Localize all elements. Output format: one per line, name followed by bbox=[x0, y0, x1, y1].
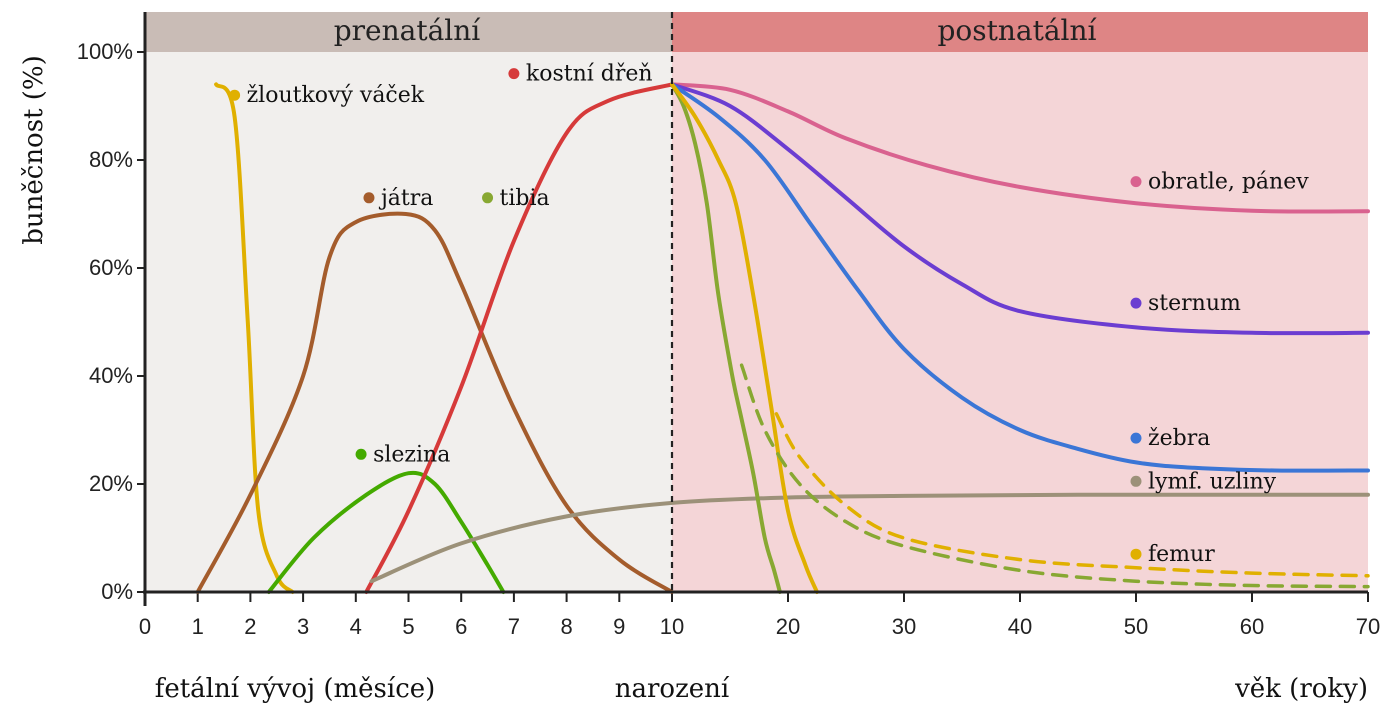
series-label: obratle, pánev bbox=[1148, 170, 1309, 195]
x-tick-label: 6 bbox=[455, 614, 467, 639]
series-line-tibia bbox=[670, 82, 782, 594]
prenatal-background bbox=[145, 52, 672, 592]
y-tick-label: 40% bbox=[89, 363, 133, 388]
y-tick-label: 60% bbox=[89, 255, 133, 280]
y-tick-label: 20% bbox=[89, 471, 133, 496]
x-tick-label: 7 bbox=[508, 614, 520, 639]
x-tick-label: 1 bbox=[192, 614, 204, 639]
series-label-dot bbox=[482, 192, 494, 204]
y-tick-label: 100% bbox=[77, 39, 133, 64]
x-tick-label: 10 bbox=[660, 614, 684, 639]
y-axis-title: buněčnost (%) bbox=[19, 55, 49, 245]
tick-layer: 0% 20% 40% 60% 80% 100% 0 1 2 3 4 5 6 7 8 9 10 20 30 40 50 60… bbox=[77, 39, 1381, 639]
period-label-postnatal: postnatální bbox=[937, 14, 1097, 47]
series-label-dot bbox=[1130, 297, 1142, 309]
x-tick-label: 2 bbox=[244, 614, 256, 639]
x-tick-label: 4 bbox=[350, 614, 362, 639]
series-line-slezina bbox=[266, 470, 506, 594]
series-label: žloutkový váček bbox=[247, 83, 425, 108]
series-line-femur-projekce bbox=[774, 412, 1370, 578]
x-tick-label: 3 bbox=[297, 614, 309, 639]
series-label-dot bbox=[1130, 475, 1142, 487]
x-axis-title-fetal: fetální vývoj (měsíce) bbox=[155, 674, 436, 704]
x-tick-label: 30 bbox=[892, 614, 916, 639]
x-tick-label: 0 bbox=[139, 614, 151, 639]
series-line-kostní-dřeň bbox=[364, 82, 674, 594]
postnatal-background bbox=[672, 52, 1368, 592]
series-label-dot bbox=[1130, 432, 1142, 444]
series-label: žebra bbox=[1148, 426, 1210, 451]
series-label-dot bbox=[355, 448, 367, 460]
series-label-dot bbox=[1130, 548, 1142, 560]
y-tick-label: 0% bbox=[101, 579, 133, 604]
series-label: játra bbox=[378, 186, 433, 211]
axis-layer bbox=[143, 12, 1368, 606]
series-line-žebra bbox=[670, 82, 1370, 473]
series-line-játra bbox=[195, 211, 674, 594]
series-label: tibia bbox=[500, 186, 550, 211]
series-label-dot bbox=[1130, 176, 1142, 188]
series-line-sternum bbox=[670, 82, 1370, 336]
prenatal-band bbox=[145, 12, 672, 52]
series-label-dot bbox=[229, 89, 241, 101]
series-layer bbox=[195, 82, 1370, 594]
x-tick-label: 8 bbox=[560, 614, 572, 639]
x-tick-label: 60 bbox=[1240, 614, 1264, 639]
x-tick-label: 70 bbox=[1356, 614, 1380, 639]
series-label: slezina bbox=[373, 442, 450, 467]
x-axis-title-age: věk (roky) bbox=[1234, 674, 1368, 704]
x-tick-label: 50 bbox=[1124, 614, 1148, 639]
series-label: sternum bbox=[1148, 291, 1241, 316]
series-line-obratle-pánev bbox=[670, 82, 1370, 214]
y-tick-label: 80% bbox=[89, 147, 133, 172]
series-label: lymf. uzliny bbox=[1148, 469, 1277, 494]
series-label: femur bbox=[1148, 542, 1215, 567]
postnatal-band bbox=[672, 12, 1368, 52]
x-axis-title-birth: narození bbox=[615, 674, 730, 704]
x-tick-label: 9 bbox=[613, 614, 625, 639]
series-label-layer: žloutkový váček játra slezina kostní dřeň ti… bbox=[229, 62, 1309, 567]
series-line-žloutkový-váček bbox=[214, 82, 295, 594]
background-layer bbox=[145, 12, 1368, 592]
period-label-prenatal: prenatální bbox=[334, 14, 482, 47]
series-line-femur bbox=[670, 82, 819, 594]
series-label-dot bbox=[363, 192, 375, 204]
x-tick-label: 40 bbox=[1008, 614, 1032, 639]
x-tick-label: 20 bbox=[776, 614, 800, 639]
x-tick-label: 5 bbox=[402, 614, 414, 639]
series-label-dot bbox=[508, 68, 520, 80]
series-line-tibia-projekce bbox=[739, 363, 1370, 589]
series-label: kostní dřeň bbox=[526, 62, 653, 87]
